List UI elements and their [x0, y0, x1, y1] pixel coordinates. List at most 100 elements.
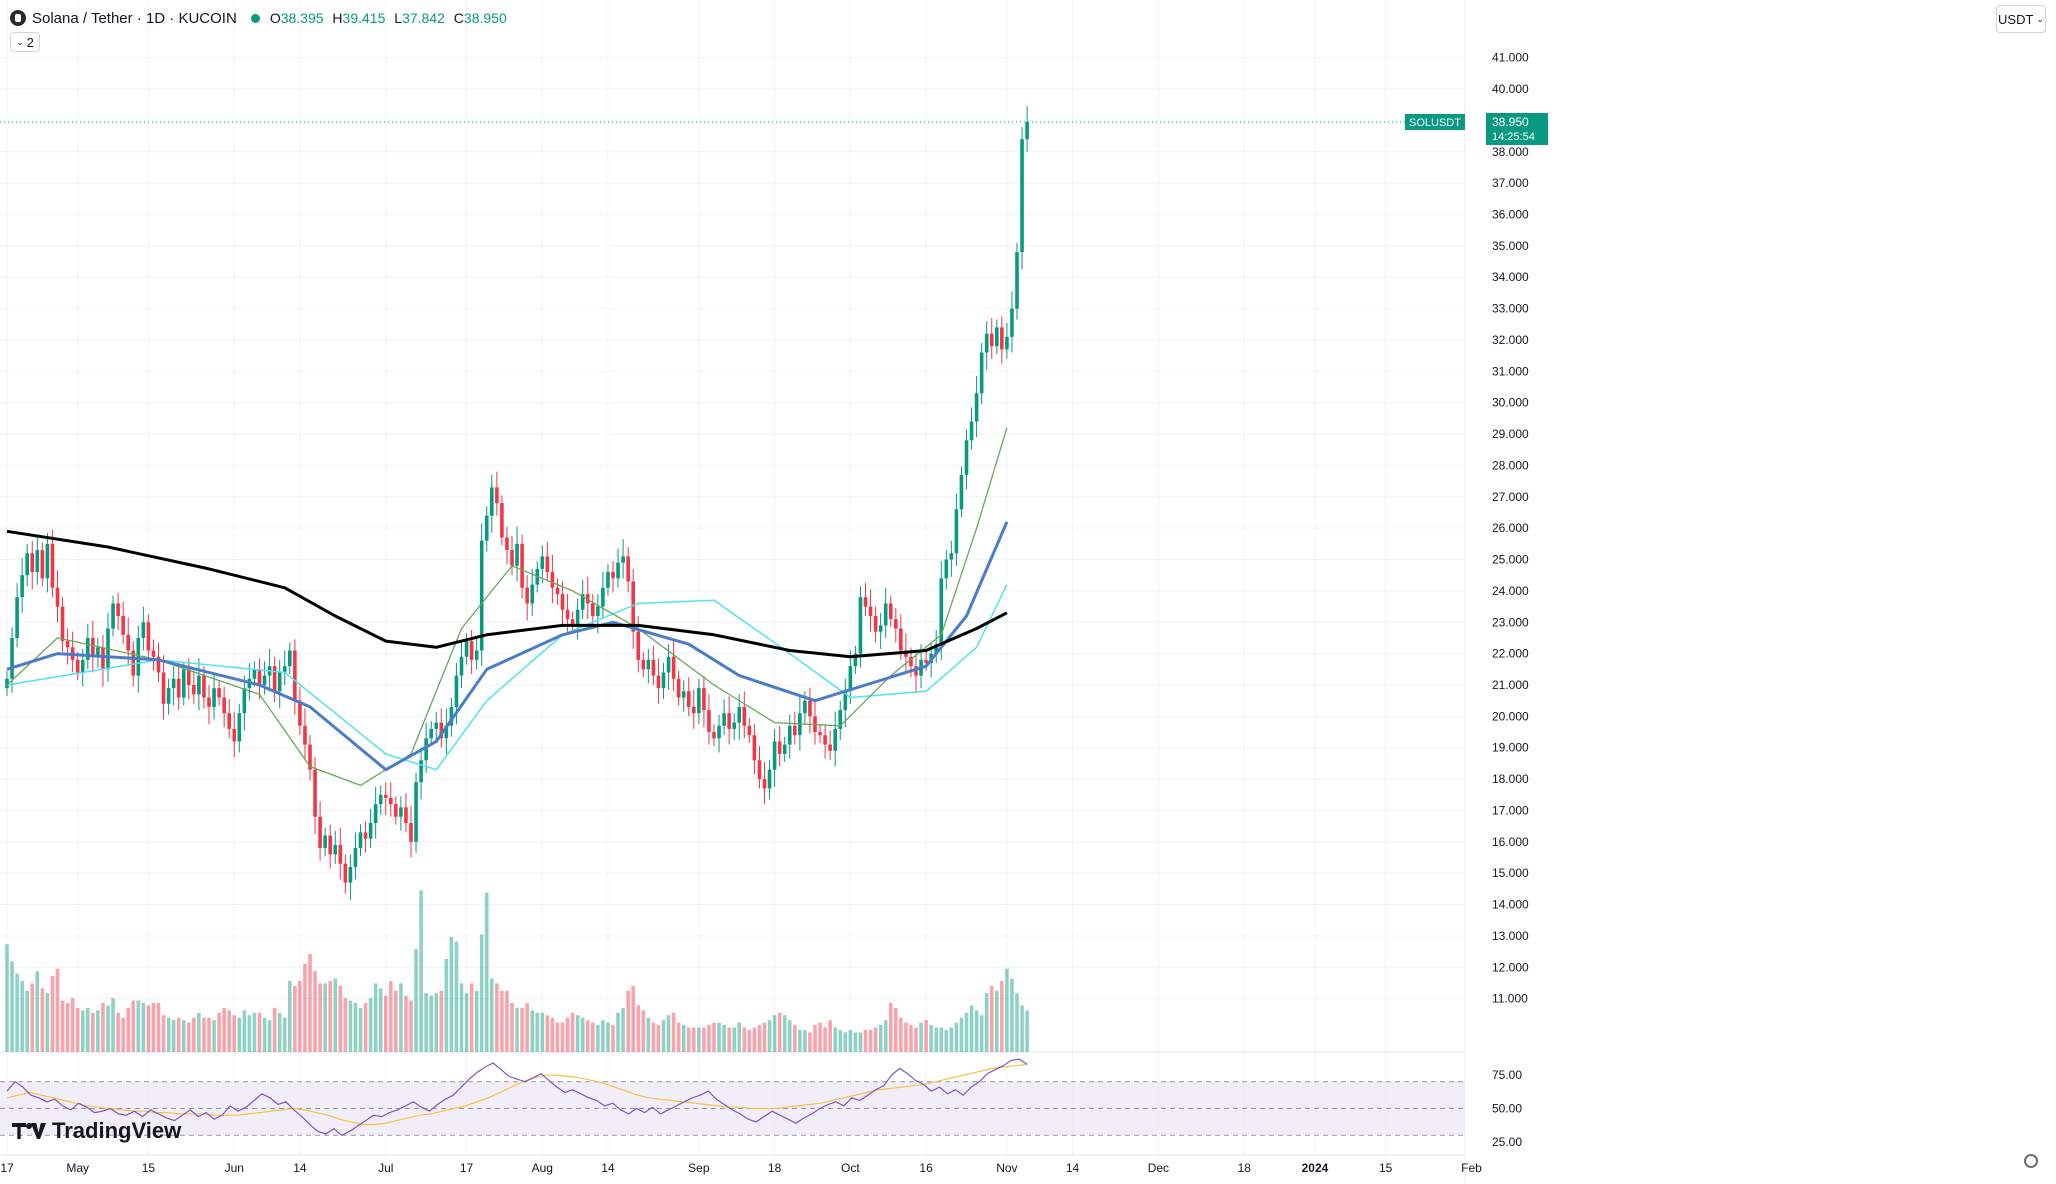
volume-bar: [91, 1012, 95, 1052]
candle-body: [550, 572, 555, 588]
volume-bar: [959, 1017, 964, 1052]
volume-bar: [995, 990, 999, 1052]
volume-bar: [621, 1007, 625, 1052]
candle-body: [712, 732, 716, 739]
price-tick-label: 41.000: [1492, 51, 1529, 65]
volume-bar: [495, 983, 499, 1052]
volume-bar: [858, 1032, 863, 1052]
candle-body: [363, 832, 368, 839]
candle-body: [934, 644, 938, 654]
candle-body: [1005, 336, 1009, 350]
volume-bar: [555, 1022, 560, 1052]
volume-bar: [909, 1025, 913, 1052]
volume-bar: [989, 985, 994, 1052]
price-tick-label: 24.000: [1492, 584, 1529, 598]
volume-bar: [20, 980, 24, 1052]
price-tick-label: 37.000: [1492, 176, 1529, 190]
time-tick-label: Dec: [1148, 1161, 1169, 1175]
candle-body: [389, 797, 393, 805]
candle-body: [197, 675, 201, 695]
candle-body: [646, 659, 651, 670]
volume-bar: [363, 1003, 368, 1052]
candle-body: [969, 421, 974, 441]
volume-bar: [737, 1022, 742, 1052]
volume-bar: [1015, 993, 1019, 1052]
volume-bar: [934, 1027, 938, 1052]
candle-body: [828, 744, 832, 751]
volume-bar: [606, 1022, 610, 1052]
volume-bar: [727, 1027, 731, 1052]
time-tick-label: 18: [1238, 1161, 1252, 1175]
volume-bar: [308, 954, 312, 1052]
candle-body: [146, 622, 151, 651]
volume-bar: [434, 993, 439, 1052]
volume-bar: [919, 1022, 923, 1052]
price-tick-label: 40.000: [1492, 82, 1529, 96]
candle-body: [853, 653, 858, 667]
candle-body: [722, 713, 726, 726]
price-tick-label: 23.000: [1492, 615, 1529, 629]
candle-body: [894, 619, 898, 629]
candle-body: [222, 697, 226, 714]
candle-body: [995, 327, 999, 347]
volume-bar: [252, 1012, 257, 1052]
volume-bar: [293, 985, 297, 1052]
volume-bar: [227, 1010, 231, 1052]
tradingview-brand[interactable]: TradingView: [12, 1118, 181, 1144]
volume-bar: [156, 1003, 161, 1052]
volume-bar: [323, 983, 327, 1052]
time-tick-label: May: [66, 1161, 89, 1175]
currency-button[interactable]: USDT ⌄: [1996, 5, 2046, 33]
volume-bar: [378, 988, 383, 1052]
settings-gear-icon[interactable]: [2024, 1154, 2038, 1168]
volume-bar: [944, 1029, 949, 1052]
volume-bar: [611, 1025, 615, 1052]
volume-bar: [1005, 968, 1009, 1052]
candle-body: [75, 659, 80, 673]
candle-body: [454, 675, 459, 707]
volume-bar: [707, 1025, 711, 1052]
candle-body: [15, 597, 19, 638]
ma-black-line: [6, 529, 1008, 659]
candle-body: [161, 672, 166, 704]
volume-bar: [348, 1000, 353, 1052]
price-tick-label: 34.000: [1492, 270, 1529, 284]
price-tick-label: 13.000: [1492, 929, 1529, 943]
volume-bars: [5, 890, 1029, 1052]
candle-body: [540, 556, 545, 569]
candle-body: [570, 619, 575, 626]
candle-body: [490, 487, 494, 516]
volume-bar: [818, 1022, 822, 1052]
time-axis[interactable]: 17 May 15 Jun 14 Jul 17 Aug 14 Sep 18 Oct 16 Nov 14 Dec…: [0, 1161, 1482, 1175]
candle-body: [207, 697, 211, 707]
candle-body: [671, 656, 676, 679]
volume-bar: [232, 1015, 237, 1052]
candle-body: [732, 722, 736, 729]
candle-body: [434, 722, 439, 729]
volume-bar: [212, 1020, 216, 1052]
time-tick-label: 2024: [1302, 1161, 1329, 1175]
candle-body: [883, 603, 888, 626]
candle-body: [80, 659, 85, 673]
volume-bar: [843, 1032, 848, 1052]
volume-bar: [762, 1022, 767, 1052]
price-axis[interactable]: 41.00040.00039.00038.00037.00036.00035.0…: [1465, 0, 2056, 1184]
volume-bar: [353, 1003, 358, 1052]
candle-body: [495, 487, 499, 504]
last-price-tag: SOLUSDT 38.950 14:25:54: [1405, 112, 1548, 145]
volume-bar: [535, 1012, 540, 1052]
candle-body: [686, 691, 691, 707]
volume-bar: [656, 1025, 661, 1052]
candle-body: [353, 848, 358, 867]
volume-bar: [626, 990, 630, 1052]
indicators-toggle-button[interactable]: ⌄ 2: [10, 32, 40, 52]
candle-body: [808, 700, 812, 717]
volume-bar: [974, 1010, 979, 1052]
candle-body: [727, 713, 731, 729]
volume-bar: [343, 998, 348, 1052]
symbol-title[interactable]: Solana / Tether · 1D · KUCOIN: [32, 9, 237, 27]
volume-bar: [257, 1012, 262, 1052]
volume-bar: [767, 1020, 772, 1052]
volume-bar: [358, 1007, 363, 1052]
